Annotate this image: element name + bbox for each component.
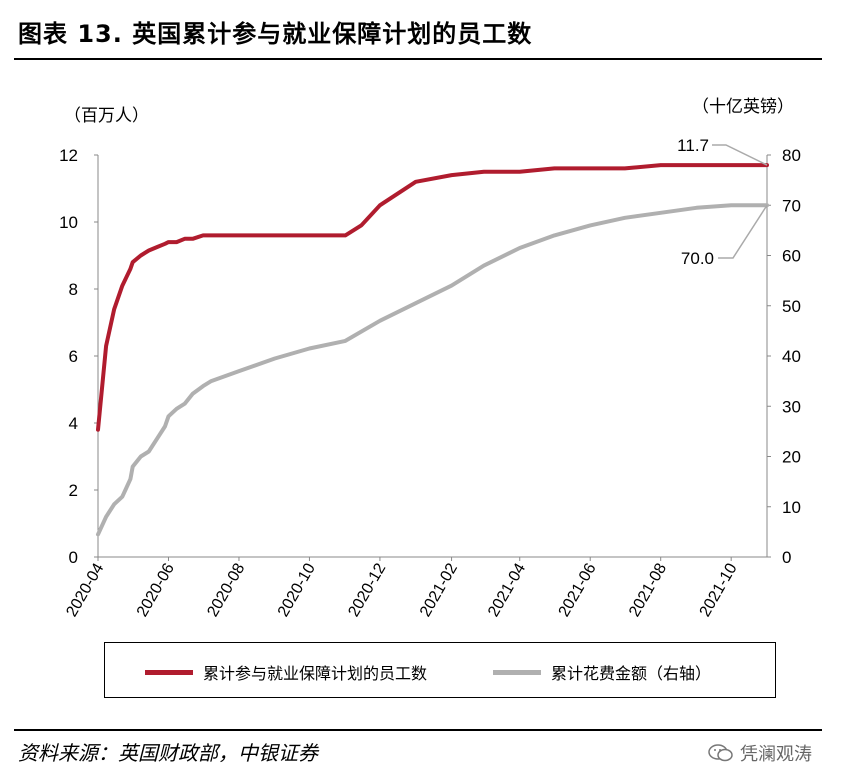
- line-chart: 0 2 4 6 8 10 12 0 10 20 30 40 50 60 70 80 （百万人） （十亿英镑） 202…: [59, 97, 801, 620]
- title-divider: [14, 58, 822, 60]
- right-tick-label: 30: [782, 397, 801, 416]
- left-tick-label: 10: [59, 213, 78, 232]
- page-title: 图表 13. 英国累计参与就业保障计划的员工数: [18, 20, 533, 48]
- right-tick-label: 70: [782, 196, 801, 215]
- left-tick-label: 6: [69, 347, 78, 366]
- right-axis-unit: （十亿英镑）: [692, 97, 794, 117]
- watermark: 凭澜观涛: [708, 740, 812, 766]
- chart-legend: 累计参与就业保障计划的员工数 累计花费金额（右轴）: [104, 642, 776, 698]
- left-tick-label: 0: [69, 548, 78, 567]
- legend-item-employees: 累计参与就业保障计划的员工数: [145, 660, 427, 684]
- legend-label-employees: 累计参与就业保障计划的员工数: [203, 664, 428, 683]
- left-tick-label: 2: [69, 481, 78, 500]
- x-tick-label: 2020-10: [275, 560, 319, 619]
- footer-divider: [14, 729, 822, 731]
- x-tick-label: 2021-02: [417, 560, 461, 619]
- legend-label-spend: 累计花费金额（右轴）: [551, 664, 712, 683]
- callout-leader-employees: [712, 144, 768, 166]
- left-axis-unit: （百万人）: [64, 106, 149, 126]
- left-tick-label: 4: [69, 414, 78, 433]
- right-tick-label: 80: [782, 146, 801, 165]
- legend-swatch-spend: [493, 669, 541, 675]
- legend-item-spend: 累计花费金额（右轴）: [493, 660, 711, 684]
- right-tick-label: 60: [782, 247, 801, 266]
- callout-label-employees: 11.7: [677, 136, 709, 155]
- series-line-employees: [96, 163, 769, 432]
- series-line-spend: [96, 203, 769, 537]
- x-tick-label: 2021-06: [556, 560, 600, 619]
- x-tick-label: 2020-06: [134, 560, 178, 619]
- x-tick-label: 2020-08: [204, 560, 248, 619]
- source-note: 资料来源：英国财政部，中银证券: [18, 741, 318, 765]
- x-tick-label: 2021-04: [485, 560, 529, 619]
- x-tick-label: 2021-10: [697, 560, 741, 619]
- wechat-icon: [708, 744, 733, 762]
- callout-label-spend: 70.0: [681, 249, 714, 268]
- x-tick-label: 2020-12: [345, 560, 389, 619]
- watermark-text: 凭澜观涛: [740, 744, 812, 765]
- legend-swatch-employees: [145, 669, 193, 675]
- right-tick-label: 20: [782, 448, 801, 467]
- left-tick-label: 12: [59, 146, 78, 165]
- right-tick-label: 50: [782, 297, 801, 316]
- right-tick-label: 0: [782, 548, 791, 567]
- right-tick-label: 10: [782, 498, 801, 517]
- x-tick-label: 2020-04: [63, 560, 107, 619]
- callout-leader-spend: [718, 204, 768, 259]
- left-tick-label: 8: [69, 280, 78, 299]
- x-tick-label: 2021-08: [626, 560, 670, 619]
- right-tick-label: 40: [782, 347, 801, 366]
